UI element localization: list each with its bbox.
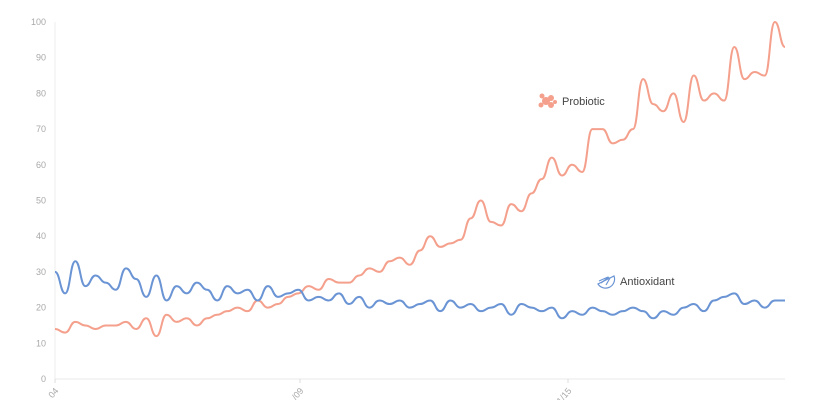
y-tick-label: 60 (36, 160, 46, 170)
y-tick-label: 0 (41, 374, 46, 384)
y-axis: 0 10 20 30 40 50 60 70 80 90 100 (31, 17, 56, 384)
x-tick-label: 04 (46, 386, 60, 400)
y-tick-label: 80 (36, 88, 46, 98)
y-tick-label: 10 (36, 338, 46, 348)
y-tick-label: 100 (31, 17, 46, 27)
y-tick-label: 20 (36, 303, 46, 313)
y-tick-label: 70 (36, 124, 46, 134)
y-tick-label: 40 (36, 231, 46, 241)
x-tick-label: 1/15 (555, 386, 574, 400)
series-lines (54, 20, 786, 338)
label-antioxidant: Antioxidant (597, 275, 674, 289)
y-tick-label: 30 (36, 267, 46, 277)
probiotic-label: Probiotic (562, 96, 605, 108)
antioxidant-label: Antioxidant (620, 276, 674, 288)
citrus-icon (597, 275, 616, 289)
y-tick-label: 90 (36, 53, 46, 63)
bacteria-icon (538, 93, 557, 108)
series-line-antioxidant (54, 260, 785, 320)
series-line-probiotic (54, 20, 786, 338)
y-tick-label: 50 (36, 196, 46, 206)
x-axis: 04/09 1/15 (46, 379, 574, 400)
label-probiotic: Probiotic (538, 93, 605, 108)
x-tick-label: /09 (290, 386, 306, 400)
